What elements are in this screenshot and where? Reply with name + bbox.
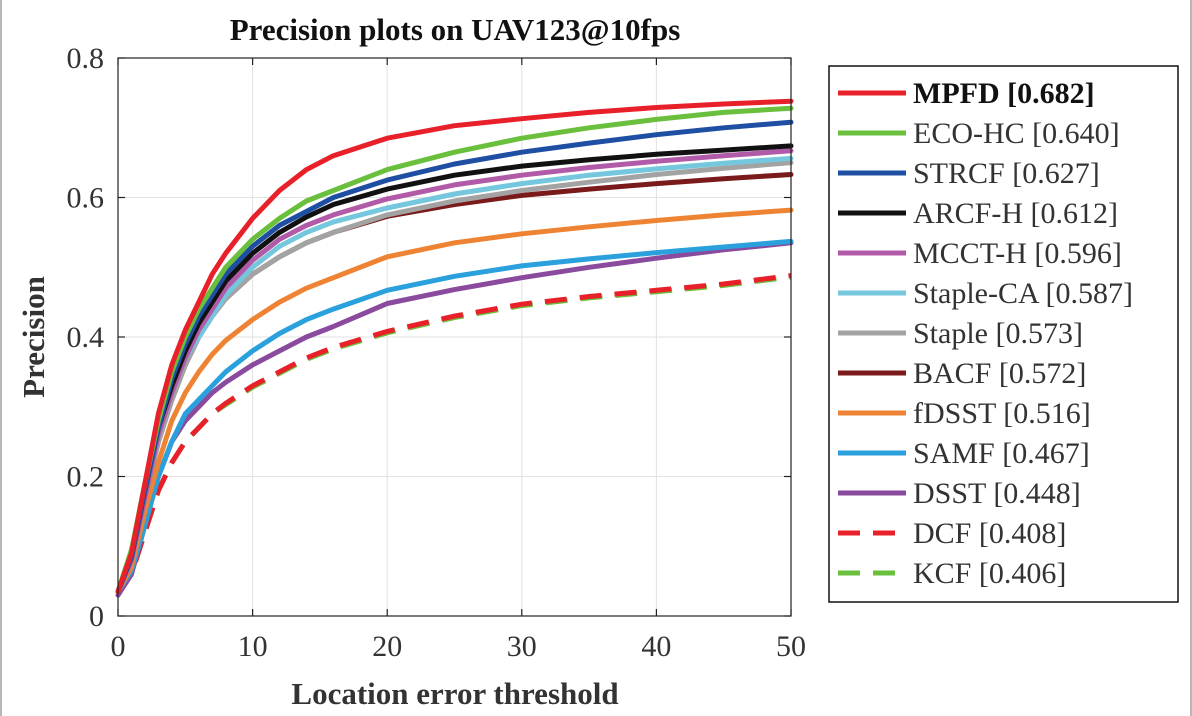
legend-label: BACF [0.572] (913, 357, 1086, 390)
legend-entry: MCCT-H [0.596] (838, 237, 1122, 270)
legend-label: STRCF [0.627] (913, 157, 1100, 190)
y-tick-label: 0 (89, 600, 104, 633)
legend-entry: fDSST [0.516] (838, 397, 1091, 430)
legend-label: fDSST [0.516] (913, 397, 1091, 430)
legend-label: ARCF-H [0.612] (913, 197, 1118, 230)
legend: MPFD [0.682] ECO-HC [0.640] STRCF [0.627] A… (828, 65, 1179, 603)
series-line-fdsst (115, 207, 794, 595)
series-line-mpfd (115, 98, 794, 595)
x-tick-label: 40 (641, 630, 671, 663)
legend-entry: DSST [0.448] (838, 477, 1081, 510)
series-line-arcf-h (115, 143, 794, 595)
legend-label: ECO-HC [0.640] (913, 117, 1120, 150)
legend-label: Staple-CA [0.587] (913, 277, 1133, 310)
series-line-samf (115, 238, 794, 595)
y-tick-label: 0.6 (67, 182, 105, 215)
y-tick-label: 0.2 (67, 461, 105, 494)
axis-ticks: 0 10 20 30 40 50 0 0.2 0.4 0.6 0.8 (67, 42, 807, 663)
y-axis-label: Precision (16, 276, 51, 398)
legend-label: DCF [0.408] (913, 517, 1066, 550)
legend-entry: DCF [0.408] (838, 517, 1066, 550)
legend-entry: BACF [0.572] (838, 357, 1086, 390)
grid-lines (117, 57, 792, 617)
chart-title: Precision plots on UAV123@10fps (230, 12, 681, 47)
legend-label: SAMF [0.467] (913, 437, 1090, 470)
legend-entry: Staple-CA [0.587] (838, 277, 1133, 310)
series-lines (115, 98, 794, 598)
legend-label: KCF [0.406] (913, 557, 1066, 590)
y-tick-label: 0.8 (67, 42, 105, 75)
legend-entry: SAMF [0.467] (838, 437, 1090, 470)
legend-label: Staple [0.573] (913, 317, 1083, 350)
legend-label: MCCT-H [0.596] (913, 237, 1122, 270)
series-line-staple-ca (115, 155, 794, 595)
series-line-dcf (116, 273, 792, 594)
legend-entry: ARCF-H [0.612] (838, 197, 1118, 230)
x-tick-label: 0 (111, 630, 126, 663)
legend-label: MPFD [0.682] (913, 77, 1095, 110)
y-tick-label: 0.4 (67, 321, 105, 354)
x-tick-label: 10 (238, 630, 268, 663)
legend-label: DSST [0.448] (913, 477, 1081, 510)
legend-entry: Staple [0.573] (838, 317, 1083, 350)
series-line-kcf (116, 274, 792, 594)
right-window-border (1190, 0, 1192, 716)
legend-entry: MPFD [0.682] (838, 77, 1095, 110)
x-tick-label: 50 (776, 630, 806, 663)
legend-entry: STRCF [0.627] (838, 157, 1100, 190)
x-tick-label: 30 (507, 630, 537, 663)
left-window-border (0, 0, 2, 716)
legend-entry: ECO-HC [0.640] (838, 117, 1120, 150)
series-line-bacf (115, 172, 794, 595)
x-tick-label: 20 (372, 630, 402, 663)
x-axis-label: Location error threshold (291, 676, 618, 711)
legend-entry: KCF [0.406] (838, 557, 1066, 590)
